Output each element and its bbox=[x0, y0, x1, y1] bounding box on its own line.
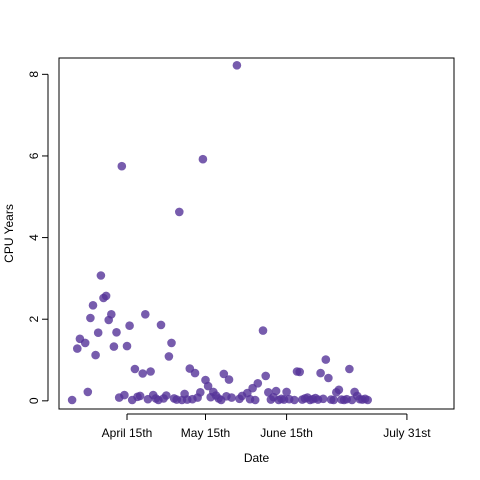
data-point bbox=[250, 395, 260, 405]
data-point bbox=[162, 391, 171, 400]
data-point bbox=[324, 373, 333, 383]
data-point bbox=[88, 301, 98, 310]
x-tick-label: June 15th bbox=[260, 426, 313, 440]
data-point bbox=[271, 386, 281, 396]
data-point bbox=[138, 369, 147, 378]
data-point bbox=[227, 393, 236, 402]
data-point bbox=[96, 271, 106, 280]
data-point bbox=[93, 328, 103, 338]
data-point bbox=[219, 369, 229, 379]
data-point bbox=[146, 367, 155, 376]
y-axis-title: CPU Years bbox=[2, 204, 16, 263]
data-point bbox=[363, 395, 373, 405]
y-tick-label: 0 bbox=[27, 397, 41, 404]
x-tick-label: April 15th bbox=[102, 426, 153, 440]
data-point bbox=[141, 310, 150, 319]
data-point bbox=[122, 341, 132, 351]
data-point bbox=[164, 352, 174, 361]
data-point bbox=[190, 368, 200, 378]
data-point bbox=[345, 364, 354, 374]
y-tick-label: 6 bbox=[27, 152, 41, 159]
data-point bbox=[258, 326, 268, 335]
data-point bbox=[334, 385, 344, 395]
data-point bbox=[282, 387, 291, 397]
data-point bbox=[109, 342, 119, 351]
data-point bbox=[125, 321, 134, 331]
data-point bbox=[112, 328, 121, 337]
data-point bbox=[156, 320, 166, 330]
points-layer bbox=[67, 61, 373, 405]
x-tick-label: May 15th bbox=[181, 426, 230, 440]
data-point bbox=[101, 291, 111, 301]
data-point bbox=[80, 338, 90, 348]
data-point bbox=[120, 390, 129, 400]
data-point bbox=[73, 344, 82, 353]
x-axis: April 15th May 15th June 15th July 31st bbox=[102, 413, 431, 440]
data-point bbox=[86, 313, 95, 323]
data-point bbox=[290, 395, 299, 405]
data-point bbox=[117, 161, 127, 171]
y-axis: 0 2 4 6 8 bbox=[27, 71, 49, 404]
x-axis-title: Date bbox=[244, 451, 270, 465]
data-point bbox=[175, 207, 184, 217]
data-point bbox=[67, 395, 77, 405]
data-point bbox=[321, 355, 331, 364]
x-tick-label: July 31st bbox=[383, 426, 431, 440]
data-point bbox=[107, 310, 116, 319]
data-point bbox=[83, 387, 93, 397]
data-point bbox=[130, 364, 140, 374]
data-point bbox=[224, 375, 234, 384]
data-point bbox=[295, 367, 305, 377]
data-point bbox=[318, 394, 328, 404]
y-tick-label: 4 bbox=[27, 234, 41, 241]
y-tick-label: 2 bbox=[27, 316, 41, 323]
plot-frame bbox=[58, 57, 455, 410]
data-point bbox=[198, 154, 208, 164]
data-point bbox=[203, 381, 213, 391]
data-point bbox=[196, 388, 205, 397]
data-point bbox=[329, 395, 339, 405]
data-point bbox=[232, 61, 242, 70]
y-tick-label: 8 bbox=[27, 71, 41, 78]
data-point bbox=[261, 371, 271, 381]
data-point bbox=[135, 391, 145, 401]
data-point bbox=[167, 338, 176, 348]
data-point bbox=[316, 368, 325, 378]
data-point bbox=[91, 350, 100, 360]
data-point bbox=[253, 379, 263, 388]
